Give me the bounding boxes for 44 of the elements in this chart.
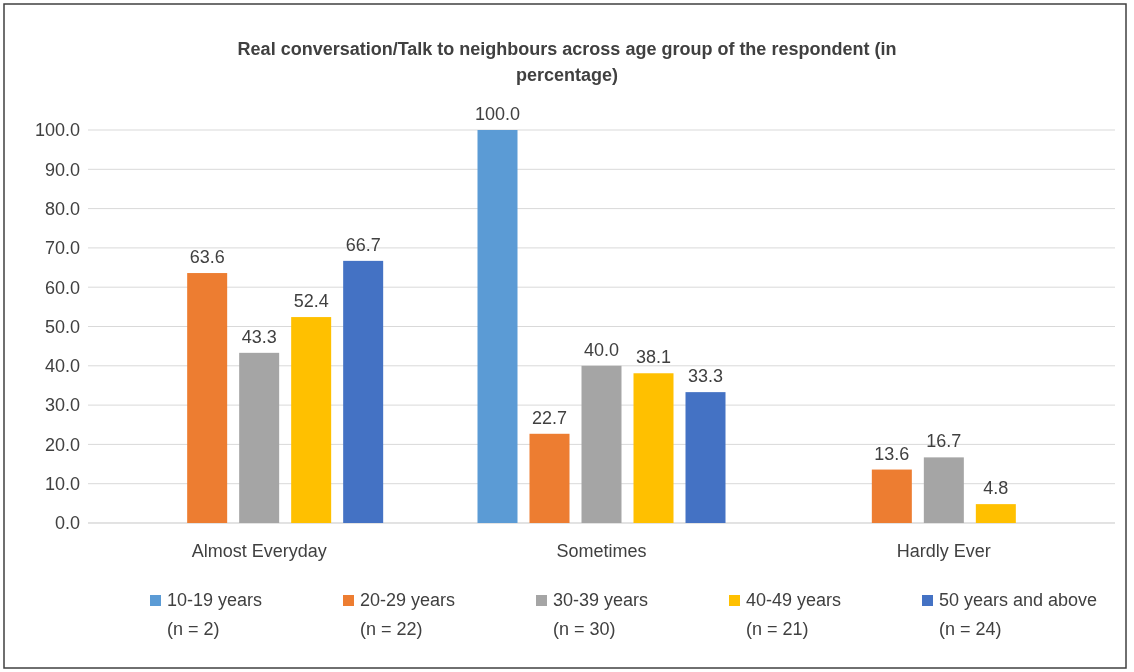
data-label: 13.6 — [874, 443, 910, 464]
y-tick-label: 0.0 — [54, 513, 80, 534]
data-label: 43.3 — [241, 326, 277, 347]
y-tick-label: 60.0 — [44, 277, 80, 298]
bar — [923, 457, 964, 523]
legend-label: 10-19 years (n = 2) — [167, 590, 263, 639]
bar — [239, 352, 280, 523]
y-tick-label: 90.0 — [44, 159, 80, 180]
data-label: 66.7 — [345, 234, 381, 255]
bar — [187, 273, 228, 523]
bar — [581, 365, 622, 523]
y-tick-label: 20.0 — [44, 434, 80, 455]
data-label: 22.7 — [531, 407, 568, 428]
data-label: 100.0 — [474, 104, 521, 124]
data-label: 63.6 — [189, 247, 225, 268]
bar — [477, 130, 518, 523]
chart-title: Real conversation/Talk to neighbours across age group of the respondent (in percentage) — [237, 39, 897, 85]
data-label: 52.4 — [293, 291, 329, 312]
bar — [291, 317, 332, 523]
data-label: 4.8 — [983, 478, 1009, 499]
bar — [975, 504, 1016, 523]
legend-label: 40-49 years (n = 21) — [746, 590, 842, 639]
data-label: 40.0 — [583, 339, 620, 360]
bar — [529, 433, 570, 523]
y-tick-label: 40.0 — [44, 356, 80, 377]
bar — [871, 469, 912, 523]
x-tick-label: Sometimes — [556, 541, 647, 561]
y-tick-label: 80.0 — [44, 198, 80, 219]
y-tick-label: 70.0 — [44, 238, 80, 259]
x-tick-label: Hardly Ever — [896, 541, 991, 561]
data-label: 33.3 — [687, 366, 724, 387]
bar — [633, 373, 674, 523]
bar — [343, 260, 384, 523]
bar — [685, 392, 726, 523]
legend-label: 30-39 years (n = 30) — [553, 590, 649, 639]
y-tick-label: 30.0 — [44, 395, 80, 416]
y-tick-label: 100.0 — [34, 120, 80, 141]
data-label: 38.1 — [635, 347, 672, 368]
legend-label: 50 years and above (n = 24) — [939, 590, 1098, 639]
legend-label: 20-29 years (n = 22) — [360, 590, 456, 639]
x-tick-label: Almost Everyday — [191, 541, 327, 561]
y-tick-label: 50.0 — [44, 316, 80, 337]
data-label: 16.7 — [926, 431, 962, 452]
y-tick-label: 10.0 — [44, 474, 80, 494]
